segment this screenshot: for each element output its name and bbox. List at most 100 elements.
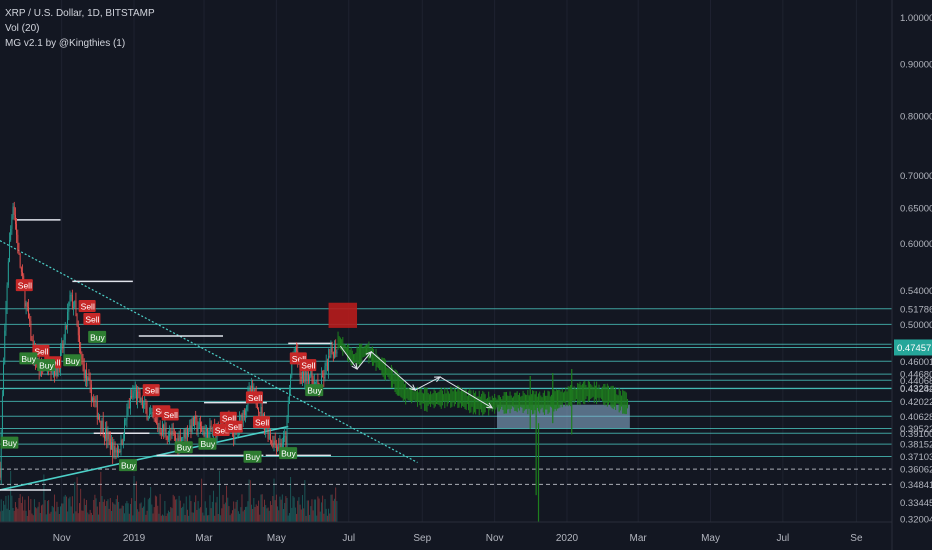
volume-bar [154,495,156,522]
candle-body [25,302,27,307]
volume-bar [287,515,289,522]
volume-bar [163,515,165,522]
volume-bar [48,500,50,522]
volume-bar [191,512,193,522]
volume-bar [247,501,249,522]
price-tick-label: 0.32004 [900,515,932,526]
volume-bar [160,515,162,522]
volume-bar [150,487,152,522]
volume-bar [283,508,284,522]
volume-bars [0,470,338,522]
candle-body [105,428,106,439]
candle-body [108,433,110,439]
candle-body [256,405,258,409]
candle-body [284,436,286,438]
volume-bar [334,498,335,522]
volume-bar [125,503,127,522]
trendlines [0,240,418,491]
price-tick-label: 0.39522 [900,424,932,435]
volume-bar [316,515,318,522]
volume-bar [246,506,248,522]
candle-body [291,360,293,376]
candle-body [66,325,67,327]
candle-body [96,401,98,420]
candle-body [73,307,74,309]
price-tick-label: 0.43242 [900,384,932,395]
candle-body [144,402,146,405]
time-tick-label: Jul [342,533,355,544]
candle-body [83,364,85,378]
candle-body [63,339,65,349]
price-tick-label: 0.90000 [900,60,932,71]
candle-body [62,344,64,349]
volume-bar [242,511,244,522]
volume-bar [223,504,225,522]
sell-signal-label: Sell [255,418,269,428]
candle-body [71,294,73,308]
candle-body [122,438,124,445]
sell-signal-box [225,420,243,433]
candle-body [260,407,262,414]
candle-body [240,414,242,418]
volume-bar [36,508,38,522]
volume-bar [43,474,45,522]
candle-body [191,417,193,433]
buy-signal-box [198,437,217,450]
candle-body [147,418,149,420]
price-tick-label: 0.46001 [900,357,932,368]
time-tick-label: Jul [776,533,789,544]
volume-bar [252,508,254,522]
volume-bar [217,513,219,522]
candle-body [54,368,55,376]
candle-body [241,414,243,424]
volume-bar [298,497,300,522]
price-tick-label: 0.44680 [900,370,932,381]
price-tick-label: 0.40628 [900,412,932,423]
volume-bar [7,495,9,522]
volume-bar [86,500,88,522]
candle-body [196,418,198,432]
volume-bar [70,506,72,522]
candle-body [208,430,210,442]
sell-signal-box [212,423,230,436]
volume-bar [318,498,320,522]
buy-signal-box [88,330,107,343]
candle-body [133,390,135,394]
candle-body [107,433,109,441]
candle-body [90,384,92,402]
candle-body [130,396,131,409]
volume-indicator-label[interactable]: Vol (20) [5,23,40,34]
volume-bar [151,504,153,522]
candle-body [307,372,309,381]
candle-body [119,450,121,453]
candle-body [252,385,254,395]
volume-bar [76,477,78,522]
candle-body [261,407,263,421]
mg-indicator-label[interactable]: MG v2.1 by @Kingthies (1) [5,38,126,49]
volume-bar [165,515,167,522]
candle-body [286,417,288,445]
candle-body [29,318,31,321]
candle-body [139,392,141,403]
volume-bar [304,480,306,522]
candle-body [302,371,303,379]
candle-body [201,426,203,432]
candle-body [195,416,197,419]
time-tick-label: May [701,533,720,544]
volume-bar [65,496,67,522]
price-tick-label: 0.70000 [900,171,932,182]
volume-bar [325,508,327,522]
candle-body [69,295,71,303]
candle-body [55,363,57,376]
price-tick-label: 0.80000 [900,112,932,123]
buy-signal-box [305,384,324,397]
candle-body [168,436,169,440]
symbol-title[interactable]: XRP / U.S. Dollar, 1D, BITSTAMP [5,8,155,19]
candle-body [166,435,168,440]
volume-bar [216,496,218,522]
sell-signal-box [161,408,179,421]
volume-bar [146,510,148,522]
volume-bar [228,506,230,522]
